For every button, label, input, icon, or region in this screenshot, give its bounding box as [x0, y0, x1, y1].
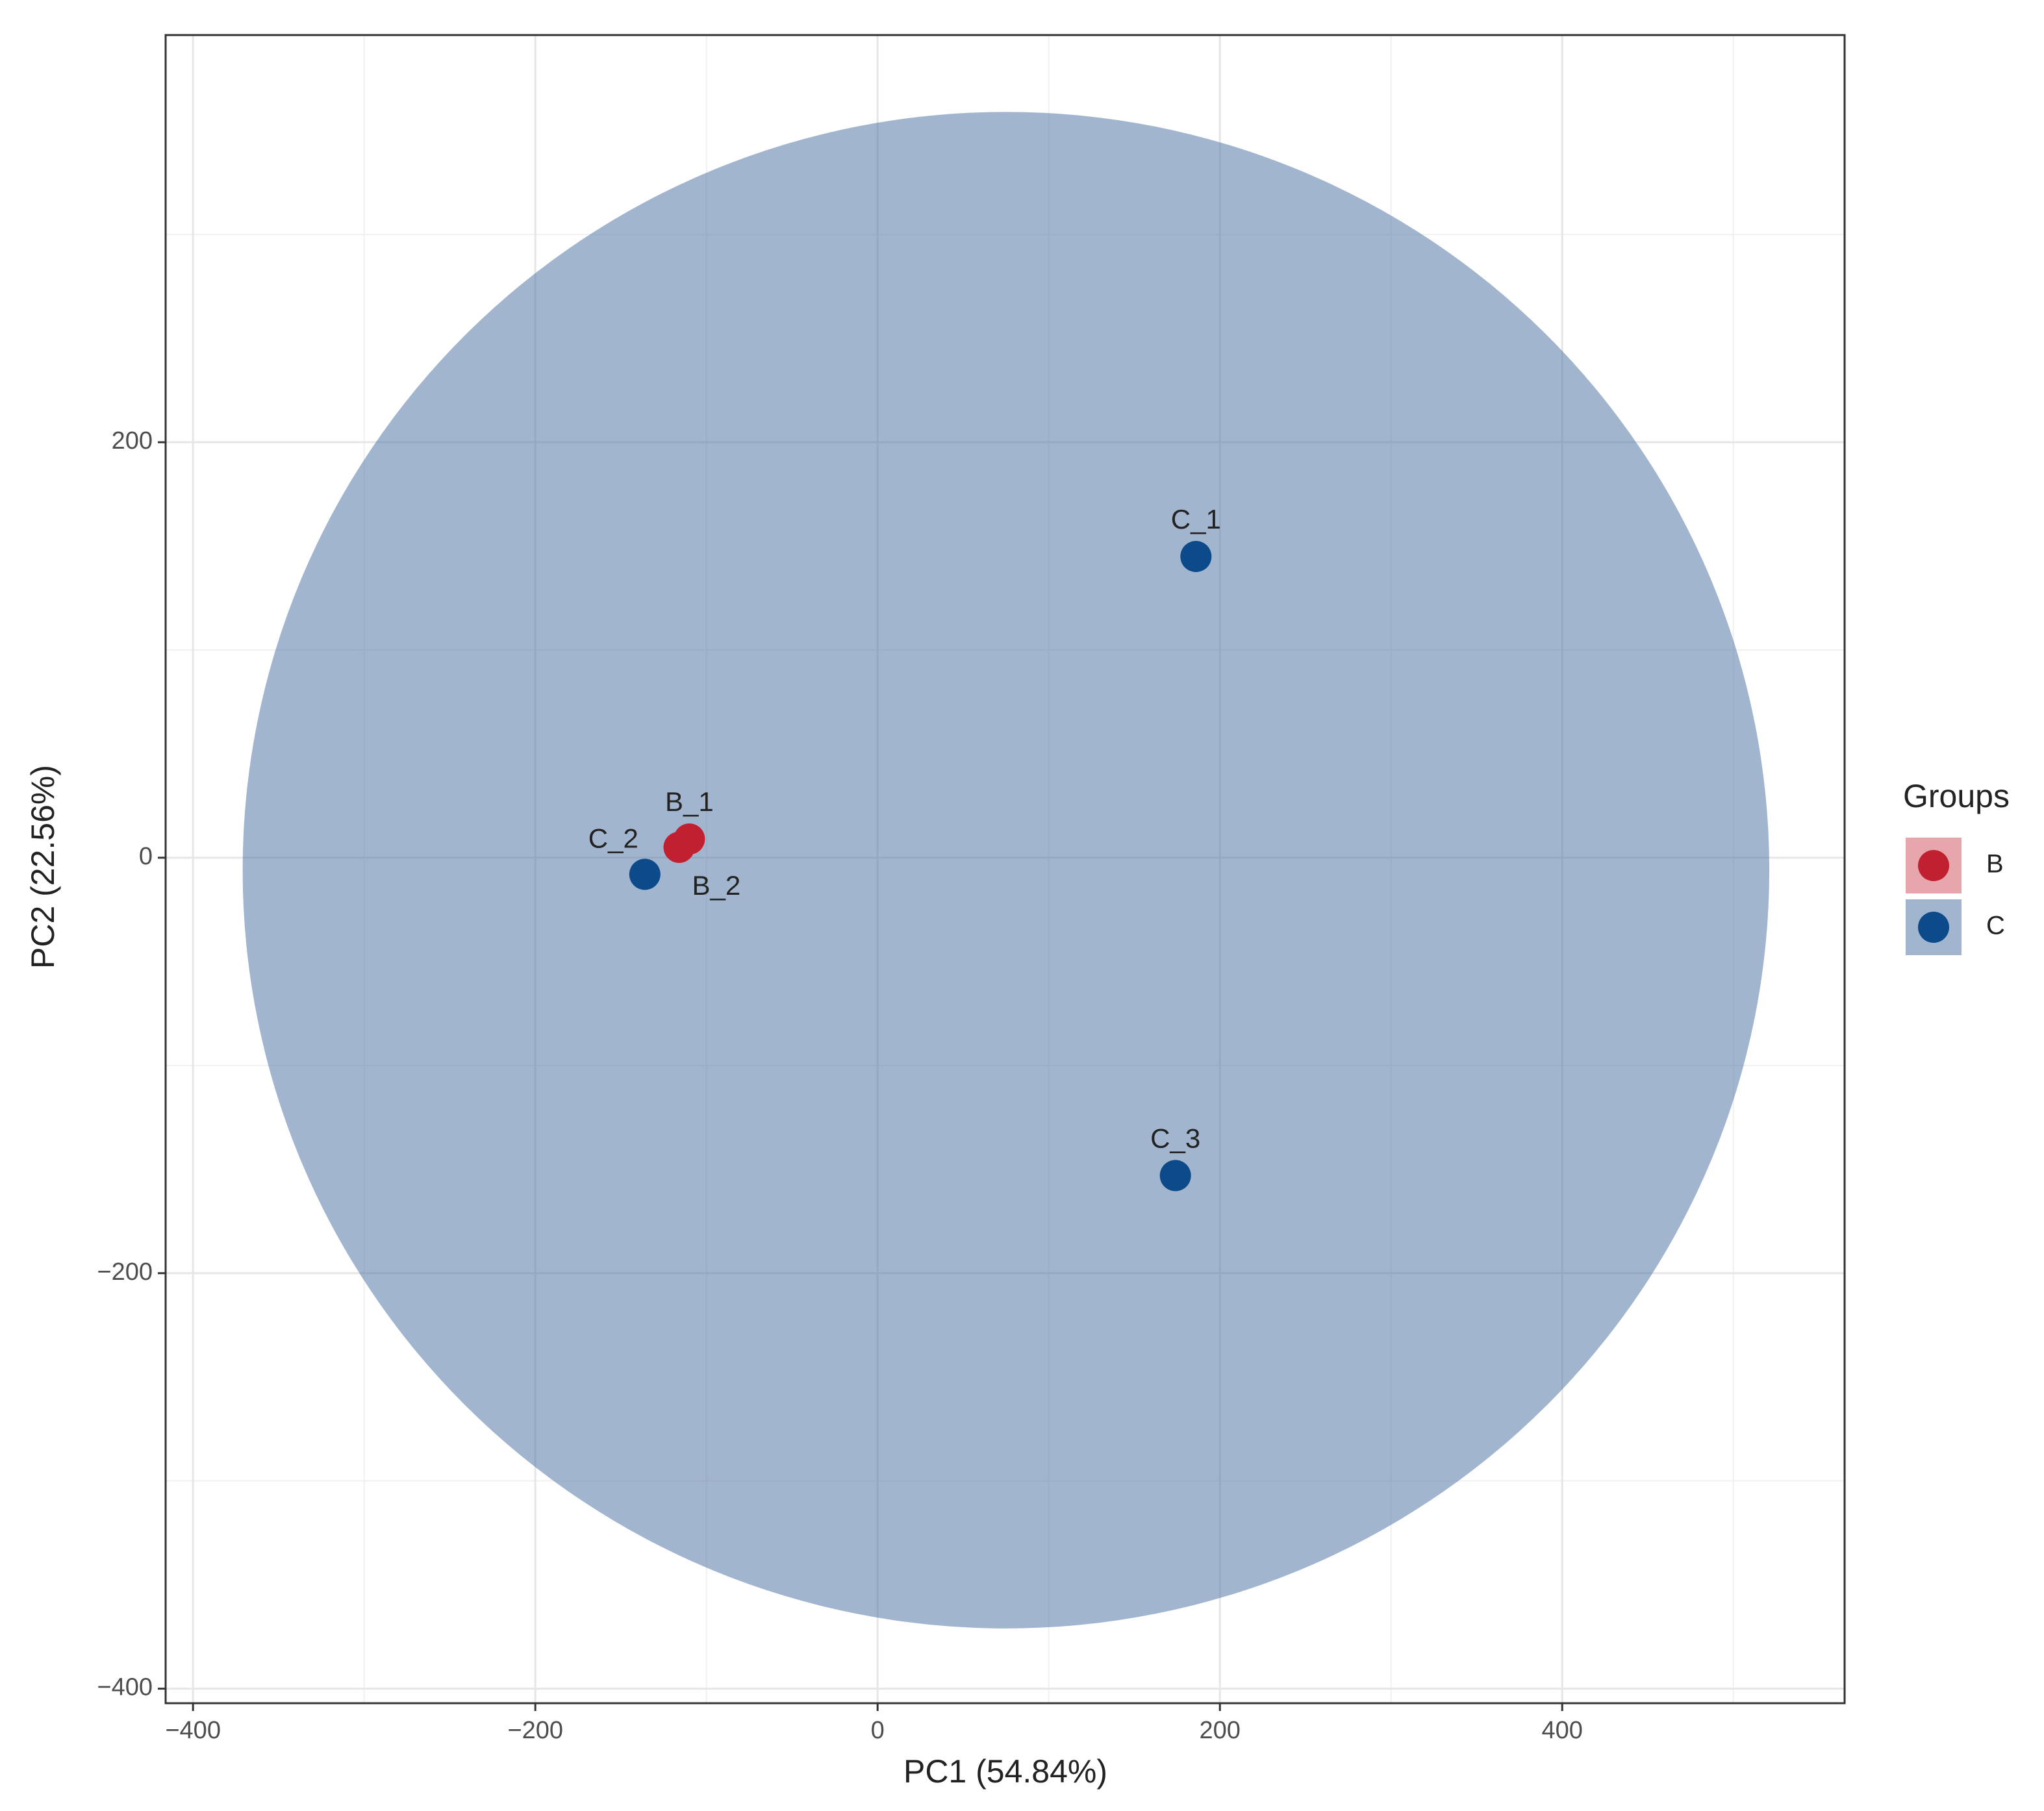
- point: [629, 858, 661, 890]
- point-label: C_1: [1171, 504, 1221, 534]
- y-tick-label: −200: [97, 1258, 153, 1286]
- y-tick-label: 200: [112, 427, 153, 455]
- legend-label: C: [1986, 912, 2005, 940]
- point: [1180, 541, 1212, 573]
- point-label: C_2: [588, 823, 638, 854]
- y-tick-label: 0: [139, 843, 153, 870]
- point-label: B_1: [665, 786, 714, 817]
- x-tick-label: −200: [507, 1717, 563, 1744]
- y-axis-title: PC2 (22.56%): [25, 765, 61, 969]
- legend-label: B: [1986, 850, 2004, 879]
- point-label: C_3: [1150, 1123, 1200, 1153]
- point: [663, 831, 695, 863]
- x-tick-label: 400: [1542, 1717, 1583, 1744]
- confidence-ellipse: [242, 112, 1770, 1629]
- legend-title: Groups: [1903, 778, 2010, 814]
- legend-marker: [1918, 912, 1949, 943]
- x-axis-title: PC1 (54.84%): [903, 1753, 1107, 1790]
- point: [1159, 1160, 1191, 1192]
- point-label: B_2: [692, 870, 741, 901]
- legend-marker: [1918, 850, 1949, 881]
- x-tick-label: 0: [871, 1717, 885, 1744]
- x-tick-label: −400: [165, 1717, 221, 1744]
- x-tick-label: 200: [1199, 1717, 1240, 1744]
- y-tick-label: −400: [97, 1674, 153, 1701]
- plot-frame: [164, 34, 1846, 1705]
